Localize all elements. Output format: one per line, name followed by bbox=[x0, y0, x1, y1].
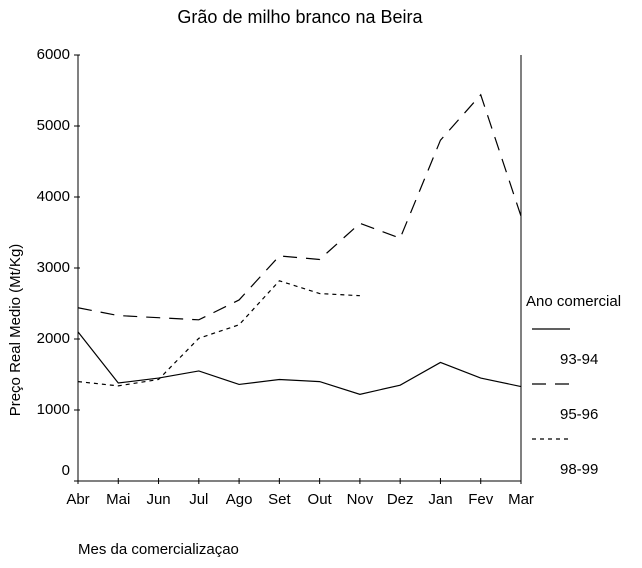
x-tick-label: Jan bbox=[428, 491, 452, 508]
x-tick-label: Mai bbox=[106, 491, 130, 508]
y-tick-label: 3000 bbox=[37, 259, 70, 276]
x-axis-label: Mes da comercializaçao bbox=[78, 541, 239, 558]
x-tick-label: Ago bbox=[226, 491, 253, 508]
y-tick-label: 2000 bbox=[37, 330, 70, 347]
series-line bbox=[77, 280, 360, 387]
legend-title: Ano comercial bbox=[526, 293, 621, 310]
x-tick-label: Set bbox=[268, 491, 291, 508]
y-axis-label: Preço Real Medio (Mt/Kg) bbox=[7, 244, 24, 417]
x-tick-label: Jul bbox=[189, 491, 208, 508]
y-tick-label: 5000 bbox=[37, 117, 70, 134]
y-tick-label: 1000 bbox=[37, 401, 70, 418]
legend-label: 93-94 bbox=[560, 351, 598, 368]
legend-label: 98-99 bbox=[560, 461, 598, 478]
series-line bbox=[77, 331, 522, 396]
x-tick-label: Jun bbox=[146, 491, 170, 508]
x-tick-label: Nov bbox=[347, 491, 374, 508]
x-tick-label: Abr bbox=[66, 491, 89, 508]
x-tick-label: Out bbox=[308, 491, 333, 508]
x-tick-label: Mar bbox=[508, 491, 534, 508]
y-tick-label: 4000 bbox=[37, 188, 70, 205]
series-line bbox=[77, 93, 522, 321]
x-tick-label: Dez bbox=[387, 491, 414, 508]
y-tick-label: 6000 bbox=[37, 46, 70, 63]
y-tick-label: 0 bbox=[62, 462, 70, 479]
chart-title: Grão de milho branco na Beira bbox=[177, 7, 423, 27]
x-tick-label: Fev bbox=[468, 491, 494, 508]
legend-label: 95-96 bbox=[560, 406, 598, 423]
